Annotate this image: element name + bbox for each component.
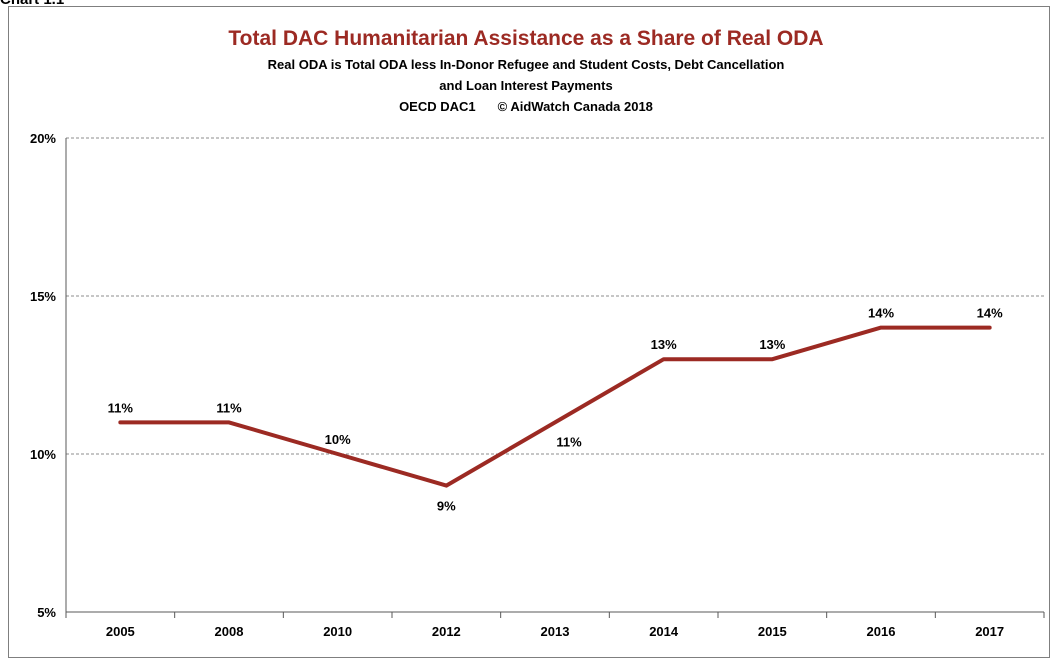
x-tick-label-2012: 2012	[432, 624, 461, 639]
data-label-2005: 11%	[108, 400, 134, 415]
x-tick-label-2005: 2005	[106, 624, 135, 639]
data-label-2012: 9%	[437, 499, 456, 514]
y-tick-label-2: 15%	[30, 289, 56, 304]
x-tick-label-2008: 2008	[215, 624, 244, 639]
data-label-2008: 11%	[216, 400, 242, 415]
x-tick-label-2013: 2013	[541, 624, 570, 639]
chart-subtitle-line-2: and Loan Interest Payments	[439, 78, 613, 93]
chart-source: OECD DAC1	[399, 99, 476, 114]
x-tick-label-2015: 2015	[758, 624, 787, 639]
chart-title: Total DAC Humanitarian Assistance as a S…	[228, 27, 824, 50]
y-tick-label-3: 20%	[30, 131, 56, 146]
x-tick-label-2014: 2014	[649, 624, 679, 639]
data-label-2017: 14%	[977, 306, 1003, 321]
chart-frame	[8, 6, 1050, 658]
series-line	[118, 325, 992, 488]
data-label-2014: 13%	[651, 337, 677, 352]
chart-source-line: OECD DAC1 © AidWatch Canada 2018	[0, 99, 1052, 114]
data-label-2013: 11%	[556, 434, 582, 449]
chart-subtitle-line-1: Real ODA is Total ODA less In-Donor Refu…	[267, 57, 785, 72]
x-tick-label-2017: 2017	[975, 624, 1004, 639]
y-tick-label-0: 5%	[37, 605, 56, 620]
data-label-2010: 10%	[325, 432, 351, 447]
x-tick-label-2010: 2010	[323, 624, 352, 639]
x-tick-label-2016: 2016	[867, 624, 896, 639]
y-tick-label-1: 10%	[30, 447, 56, 462]
chart-credit: © AidWatch Canada 2018	[497, 99, 653, 114]
chart-number-label: Chart 1.1	[0, 0, 64, 8]
data-label-2016: 14%	[868, 306, 894, 321]
data-label-2015: 13%	[759, 337, 785, 352]
